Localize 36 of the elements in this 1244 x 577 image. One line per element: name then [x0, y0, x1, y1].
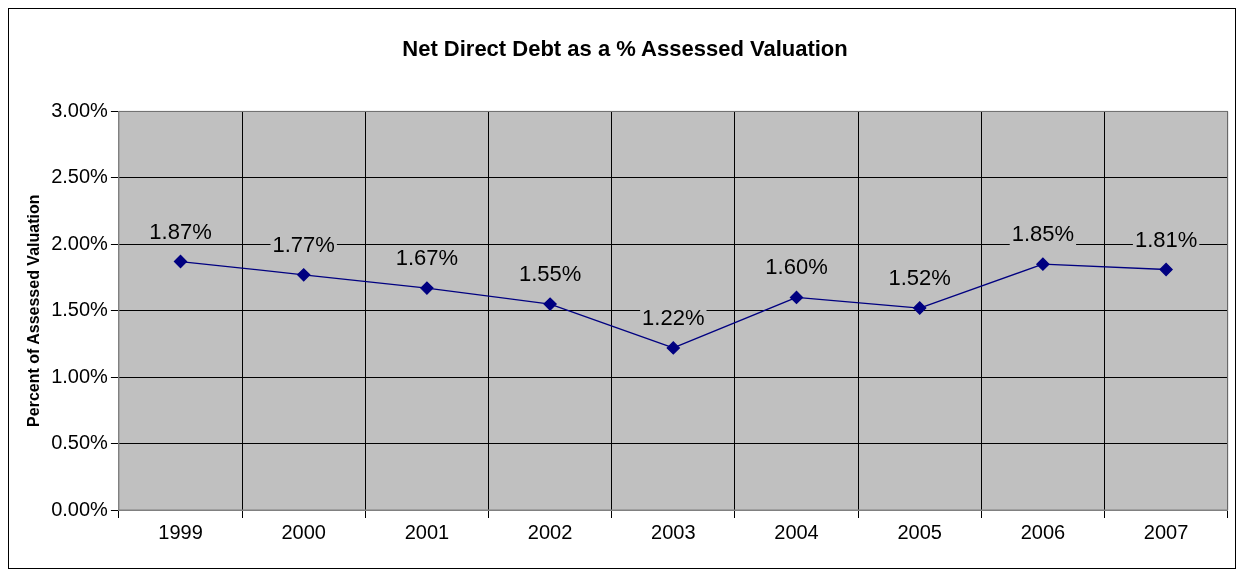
point	[297, 268, 311, 282]
data-label: 1.60%	[765, 254, 828, 280]
data-label: 1.52%	[888, 265, 951, 291]
y-tick-label: 1.50%	[51, 298, 109, 321]
point	[789, 290, 804, 305]
data-label: 1.22%	[642, 304, 705, 330]
y-tick-label: 3.00%	[51, 98, 109, 121]
x-tick-label: 2003	[651, 520, 696, 543]
x-tick-label: 2001	[404, 520, 450, 543]
data-label: 1.55%	[518, 261, 582, 287]
data-label: 1.85%	[1011, 221, 1075, 247]
point	[1036, 257, 1050, 271]
y-axis-title: Percent of Assessed Valuation	[25, 194, 43, 427]
chart-title: Net Direct Debt as a % Assessed Valuation	[402, 36, 848, 62]
point	[666, 341, 680, 355]
point	[543, 297, 557, 311]
data-label: 1.87%	[149, 218, 212, 244]
y-tick-label: 0.50%	[51, 431, 109, 454]
data-label: 1.67%	[395, 245, 459, 271]
x-tick-label: 2004	[774, 520, 819, 543]
y-tick-label: 2.50%	[51, 165, 109, 188]
x-tick-label: 1999	[158, 520, 203, 543]
y-tick-label: 1.00%	[51, 364, 109, 387]
point	[420, 281, 434, 295]
x-tick-label: 2002	[527, 520, 573, 543]
x-tick-label: 2007	[1143, 520, 1189, 543]
point	[173, 254, 188, 269]
data-label: 1.81%	[1134, 226, 1198, 252]
data-label: 1.77%	[272, 231, 335, 257]
x-tick-label: 2005	[897, 520, 942, 543]
x-tick-label: 2006	[1020, 520, 1066, 543]
y-tick-label: 2.00%	[51, 231, 109, 254]
point	[913, 301, 927, 315]
point	[1159, 262, 1173, 277]
x-tick-label: 2000	[281, 520, 326, 543]
y-tick-label: 0.00%	[51, 497, 109, 520]
